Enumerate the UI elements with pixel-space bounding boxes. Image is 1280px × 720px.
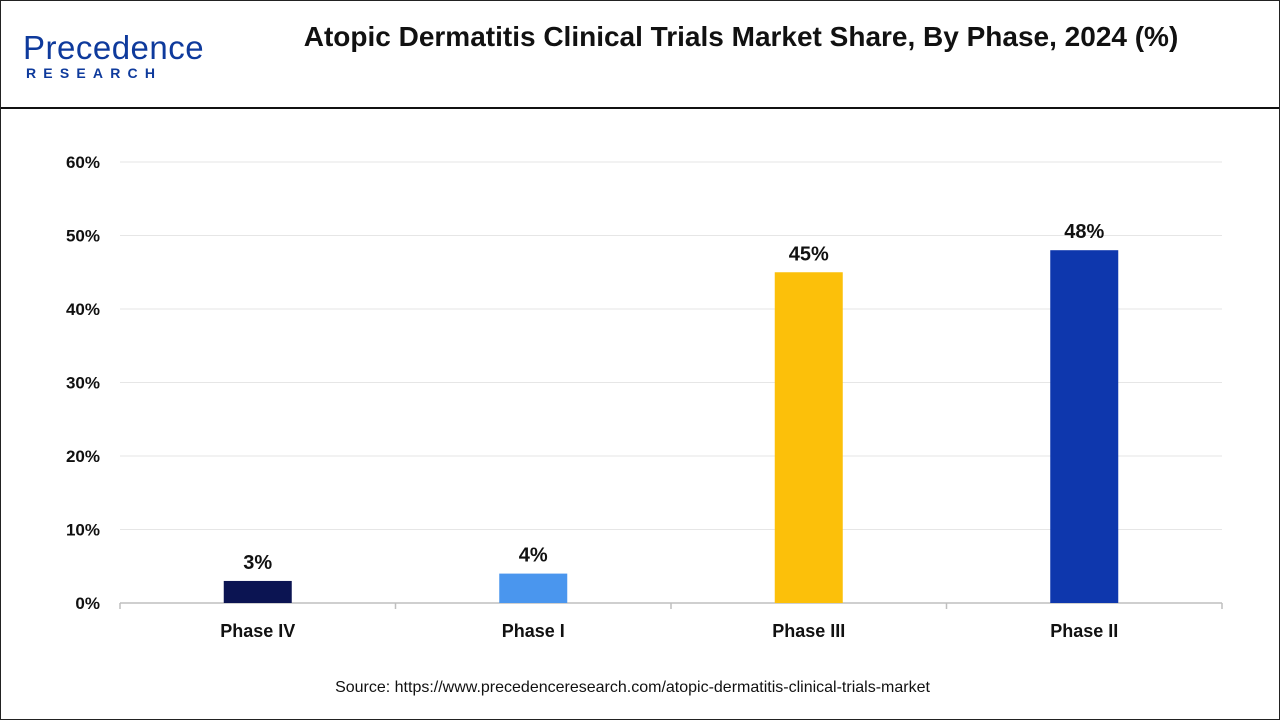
y-tick-label: 50% [66, 227, 100, 246]
y-tick-label: 40% [66, 300, 100, 319]
y-tick-label: 0% [75, 594, 100, 613]
bar-chart: 0% 10% 20% 30% 40% 50% 60% 3% Phase IV 4% Phase I 4… [66, 153, 1223, 641]
bar [1050, 250, 1119, 603]
bar [774, 272, 843, 603]
bar [223, 580, 292, 603]
bar [499, 573, 568, 603]
y-tick-label: 60% [66, 153, 100, 172]
y-tick-label: 10% [66, 521, 100, 540]
y-tick-label: 20% [66, 447, 100, 466]
data-label: 3% [243, 552, 272, 574]
x-tick-label: Phase II [1050, 621, 1118, 641]
y-tick-label: 30% [66, 374, 100, 393]
chart-title: Atopic Dermatitis Clinical Trials Market… [303, 21, 1179, 52]
data-label: 45% [789, 243, 829, 265]
data-label: 4% [519, 545, 548, 567]
source-note: Source: https://www.precedenceresearch.c… [335, 679, 930, 696]
x-tick-label: Phase I [502, 621, 565, 641]
logo-subtext: RESEARCH [26, 65, 163, 81]
data-label: 48% [1064, 221, 1104, 243]
header: Precedence RESEARCH Atopic Dermatitis Cl… [1, 1, 1279, 109]
logo-wordmark: Precedence [23, 29, 205, 66]
brand-logo: Precedence RESEARCH [23, 23, 223, 87]
x-tick-label: Phase III [772, 621, 845, 641]
x-tick-label: Phase IV [220, 621, 295, 641]
